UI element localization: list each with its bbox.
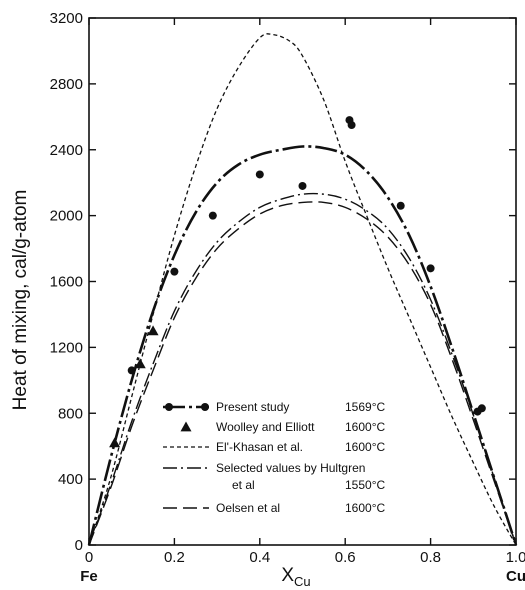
point-woolley-and-elliott — [109, 437, 121, 448]
x-tick-label: 0.6 — [335, 549, 356, 566]
legend-label-present-study: Present study — [216, 400, 289, 414]
legend-temperature: 1600°C — [345, 420, 385, 434]
point-present-study — [396, 201, 405, 210]
legend-label-el-khasan-et-al: El'-Khasan et al. — [216, 440, 303, 454]
legend-marker-woolley-and-elliott — [180, 421, 192, 432]
point-present-study — [347, 121, 356, 130]
legend: Present study 1569°C Woolley and Elliott 16… — [163, 400, 385, 515]
markers — [109, 116, 486, 448]
curve-oelsen-et-al — [88, 201, 517, 546]
y-tick-label: 0 — [75, 537, 83, 554]
y-tick-label: 1600 — [50, 274, 83, 291]
point-present-study — [127, 366, 136, 375]
y-tick-label: 800 — [58, 405, 83, 422]
axes: 0 400 800 1200 1600 2000 2400 2800 3200 0 0.2 0.4 0.… — [50, 10, 525, 585]
legend-label-woolley-and-elliott: Woolley and Elliott — [216, 420, 315, 434]
curves — [87, 33, 518, 546]
y-tick-label: 2400 — [50, 142, 83, 159]
point-present-study — [426, 264, 435, 273]
legend-marker-present-study — [165, 403, 173, 411]
x-tick-label: 0.2 — [164, 549, 185, 566]
point-present-study — [477, 404, 486, 413]
x-end-label-fe: Fe — [80, 568, 98, 585]
y-tick-label: 3200 — [50, 10, 83, 27]
point-present-study — [170, 267, 179, 276]
curve-selected-values-by-hultgren — [88, 192, 517, 546]
legend-temperature: 1600°C — [345, 501, 385, 515]
point-present-study — [255, 170, 264, 179]
x-end-label-cu: Cu — [506, 568, 525, 585]
y-tick-label: 1200 — [50, 339, 83, 356]
point-present-study — [298, 181, 307, 190]
x-axis-label: XCu — [281, 565, 310, 589]
point-woolley-and-elliott — [134, 358, 146, 369]
x-tick-label: 1.0 — [506, 549, 525, 566]
legend-label-continued: et al — [232, 478, 255, 492]
curve-present-study — [87, 145, 518, 546]
legend-temperature: 1550°C — [345, 478, 385, 492]
x-tick-label: 0.8 — [420, 549, 441, 566]
y-tick-label: 400 — [58, 471, 83, 488]
y-axis-label: Heat of mixing, cal/g-atom — [10, 190, 31, 411]
x-axis-label-main: X — [281, 565, 294, 586]
point-woolley-and-elliott — [147, 325, 159, 336]
legend-label-selected-values-by-hultgren: Selected values by Hultgren — [216, 461, 365, 475]
y-tick-label: 2800 — [50, 76, 83, 93]
x-axis-label-sub: Cu — [294, 574, 311, 589]
x-tick-label: 0 — [85, 549, 93, 566]
legend-label-oelsen-et-al: Oelsen et al — [216, 501, 280, 515]
y-tick-label: 2000 — [50, 208, 83, 225]
legend-temperature: 1569°C — [345, 400, 385, 414]
x-tick-label: 0.4 — [249, 549, 270, 566]
legend-temperature: 1600°C — [345, 440, 385, 454]
point-present-study — [208, 211, 217, 220]
legend-marker-present-study — [201, 403, 209, 411]
